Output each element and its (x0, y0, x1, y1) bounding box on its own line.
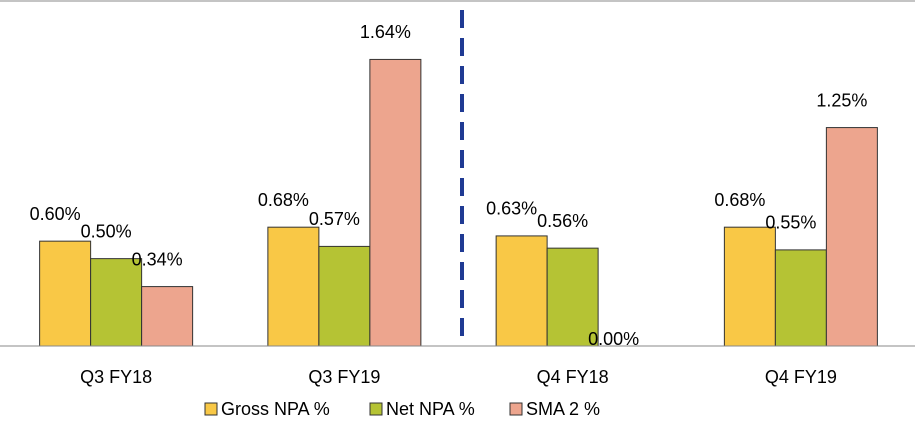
bar (774, 249, 827, 347)
bar (495, 235, 548, 347)
bar (141, 286, 194, 347)
bar (267, 226, 320, 347)
bar (369, 58, 422, 347)
bar (39, 240, 92, 347)
data-label: 0.57% (309, 209, 360, 229)
data-label: 0.55% (765, 213, 816, 233)
x-tick-label: Q4 FY18 (537, 367, 609, 387)
legend-label: Net NPA % (386, 399, 475, 419)
data-label: 1.64% (360, 22, 411, 42)
bar (318, 245, 371, 347)
bar (723, 226, 776, 347)
legend-label: Gross NPA % (221, 399, 330, 419)
data-label: 0.63% (486, 199, 537, 219)
data-label: 0.60% (30, 204, 81, 224)
legend-label: SMA 2 % (526, 399, 600, 419)
legend-swatch (509, 402, 523, 416)
bar (825, 127, 878, 347)
x-tick-label: Q3 FY19 (308, 367, 380, 387)
legend-swatch (204, 402, 218, 416)
x-tick-label: Q4 FY19 (765, 367, 837, 387)
bar (90, 258, 143, 347)
data-label: 0.34% (132, 249, 183, 269)
x-tick-label: Q3 FY18 (80, 367, 152, 387)
data-label: 0.68% (258, 190, 309, 210)
data-label: 0.00% (588, 329, 639, 349)
legend-swatch (369, 402, 383, 416)
data-label: 1.25% (816, 90, 867, 110)
data-label: 0.68% (714, 190, 765, 210)
data-label: 0.50% (81, 221, 132, 241)
data-label: 0.56% (537, 211, 588, 231)
